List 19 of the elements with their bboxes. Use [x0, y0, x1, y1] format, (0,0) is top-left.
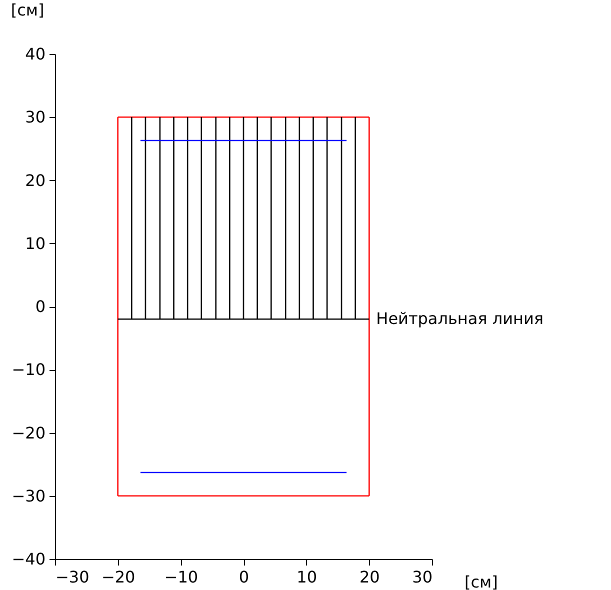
x-axis-title: [см] [464, 572, 498, 590]
x-tick-label: −20 [101, 568, 136, 586]
x-tick-label: −10 [164, 568, 198, 586]
x-tick-label: 10 [296, 568, 318, 586]
y-tick-label: −10 [12, 360, 46, 380]
y-tick-label: 0 [35, 297, 46, 316]
x-tick-label: 30 [412, 568, 432, 586]
y-axis-title: [см] [10, 0, 44, 20]
x-tick-label: −30 [56, 568, 90, 586]
annotation: Нейтральная линия [376, 309, 544, 328]
y-tick-label: 40 [25, 44, 46, 64]
y-tick-label: −40 [12, 550, 46, 568]
y-tick-label: −20 [12, 423, 46, 442]
y-tick-label: −30 [12, 486, 46, 506]
x-tick-label: 0 [238, 568, 250, 586]
y-tick-label: 30 [25, 108, 46, 127]
y-tick-label: 20 [25, 170, 46, 190]
x-tick-label: 20 [359, 568, 380, 586]
y-tick-label: 10 [25, 234, 46, 253]
